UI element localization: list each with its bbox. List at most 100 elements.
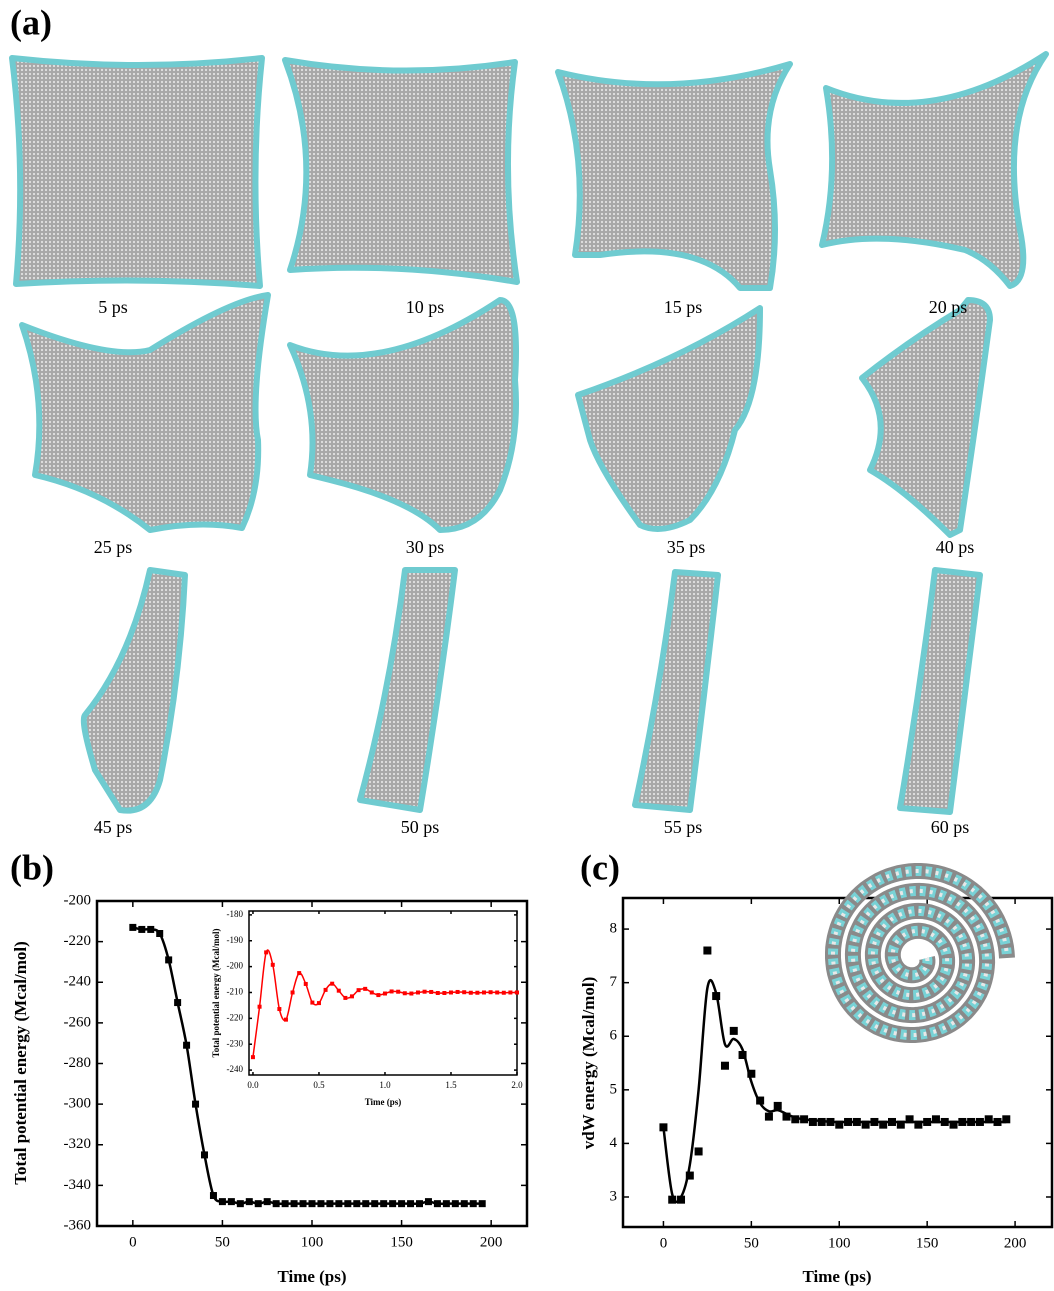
snapshot — [859, 297, 993, 538]
marker — [808, 1117, 817, 1126]
marker — [308, 1200, 316, 1208]
y-tick-label: -240 — [64, 974, 92, 990]
marker — [905, 1115, 914, 1124]
y-tick-label: -300 — [64, 1096, 92, 1112]
x-tick-label: 1.0 — [379, 1080, 391, 1090]
marker — [508, 990, 513, 995]
chart: 0 50 100 150 200 -360 -340 -320 -300 -280 -260 -240… — [10, 847, 529, 1286]
marker — [344, 1200, 352, 1208]
x-tick-label: 200 — [1004, 1235, 1027, 1251]
chart: 0.0 0.5 1.0 1.5 2.0 -240 -230 -220 -210 -200 -190 -… — [211, 909, 523, 1107]
frame-label: 45 ps — [94, 817, 133, 837]
y-tick-label: 5 — [610, 1081, 618, 1097]
y-tick-label: -200 — [227, 961, 244, 971]
y-tick-label: -220 — [227, 1012, 244, 1022]
marker — [254, 1200, 262, 1208]
marker — [343, 995, 348, 1000]
snapshot — [19, 292, 271, 533]
marker — [424, 1198, 432, 1206]
marker — [201, 1151, 208, 1159]
marker — [316, 1001, 321, 1006]
x-axis-title: Time (ps) — [277, 1267, 346, 1286]
marker — [668, 1195, 677, 1204]
x-tick-label: 50 — [215, 1234, 230, 1250]
y-tick-label: 4 — [610, 1135, 618, 1151]
marker — [478, 1200, 486, 1208]
marker — [156, 930, 164, 937]
frame-label: 35 ps — [667, 537, 706, 557]
marker — [455, 989, 460, 994]
marker — [442, 991, 447, 995]
x-tick-label: 0 — [129, 1234, 137, 1250]
x-tick-label: 0 — [660, 1235, 668, 1251]
frame-label: 30 ps — [406, 537, 445, 557]
marker — [747, 1069, 756, 1078]
marker — [694, 1147, 703, 1156]
marker — [435, 991, 440, 995]
marker — [462, 990, 467, 995]
frame-label: 60 ps — [931, 817, 970, 837]
y-tick-label: -360 — [64, 1217, 92, 1233]
marker — [1002, 1115, 1011, 1124]
y-tick-label: -280 — [64, 1055, 92, 1071]
series-line — [132, 926, 483, 1206]
marker — [264, 950, 269, 955]
marker — [468, 990, 473, 995]
y-tick-label: -230 — [227, 1038, 244, 1048]
marker — [703, 946, 712, 955]
snapshot — [819, 51, 1049, 289]
marker — [389, 1200, 397, 1208]
marker — [515, 990, 519, 995]
y-tick-label: -200 — [64, 892, 92, 908]
marker — [362, 1200, 370, 1208]
marker — [451, 1200, 459, 1208]
marker — [422, 989, 427, 994]
frame-label: 40 ps — [936, 537, 975, 557]
marker — [257, 1004, 262, 1009]
marker — [402, 991, 407, 996]
marker — [369, 990, 374, 995]
marker — [290, 990, 295, 995]
snapshot — [357, 567, 458, 813]
marker — [283, 1017, 288, 1022]
marker — [407, 1200, 415, 1208]
marker — [326, 1200, 334, 1208]
marker — [914, 1120, 923, 1129]
marker — [791, 1115, 800, 1124]
marker — [896, 1120, 905, 1129]
marker — [879, 1120, 888, 1129]
marker — [475, 990, 480, 995]
marker — [433, 1200, 441, 1208]
frame-label: 5 ps — [98, 297, 128, 317]
marker — [382, 991, 387, 996]
marker — [371, 1200, 379, 1208]
marker — [303, 981, 308, 986]
marker — [297, 971, 302, 976]
marker — [174, 999, 182, 1007]
marker — [469, 1200, 477, 1208]
marker — [353, 1200, 361, 1208]
y-tick-label: -340 — [64, 1177, 92, 1193]
marker — [409, 991, 414, 996]
marker — [415, 990, 420, 995]
marker — [281, 1200, 289, 1208]
marker — [323, 987, 328, 992]
panel-label: (c) — [580, 847, 620, 887]
marker — [227, 1198, 235, 1206]
y-axis-title: Total potential energy (Mcal/mol) — [11, 941, 30, 1184]
snapshot — [632, 569, 721, 813]
marker — [931, 1115, 940, 1124]
y-tick-label: -210 — [227, 987, 244, 997]
x-tick-label: 0.0 — [247, 1080, 259, 1090]
y-tick-label: 8 — [610, 921, 618, 937]
marker — [165, 956, 173, 964]
marker — [861, 1120, 870, 1129]
marker — [501, 990, 506, 995]
marker — [290, 1200, 298, 1208]
marker — [396, 989, 401, 994]
marker — [429, 989, 434, 994]
x-tick-label: 150 — [916, 1235, 939, 1251]
marker — [481, 990, 486, 995]
snapshot — [9, 55, 265, 289]
y-axis-title: vdW energy (Mcal/mol) — [579, 977, 598, 1149]
